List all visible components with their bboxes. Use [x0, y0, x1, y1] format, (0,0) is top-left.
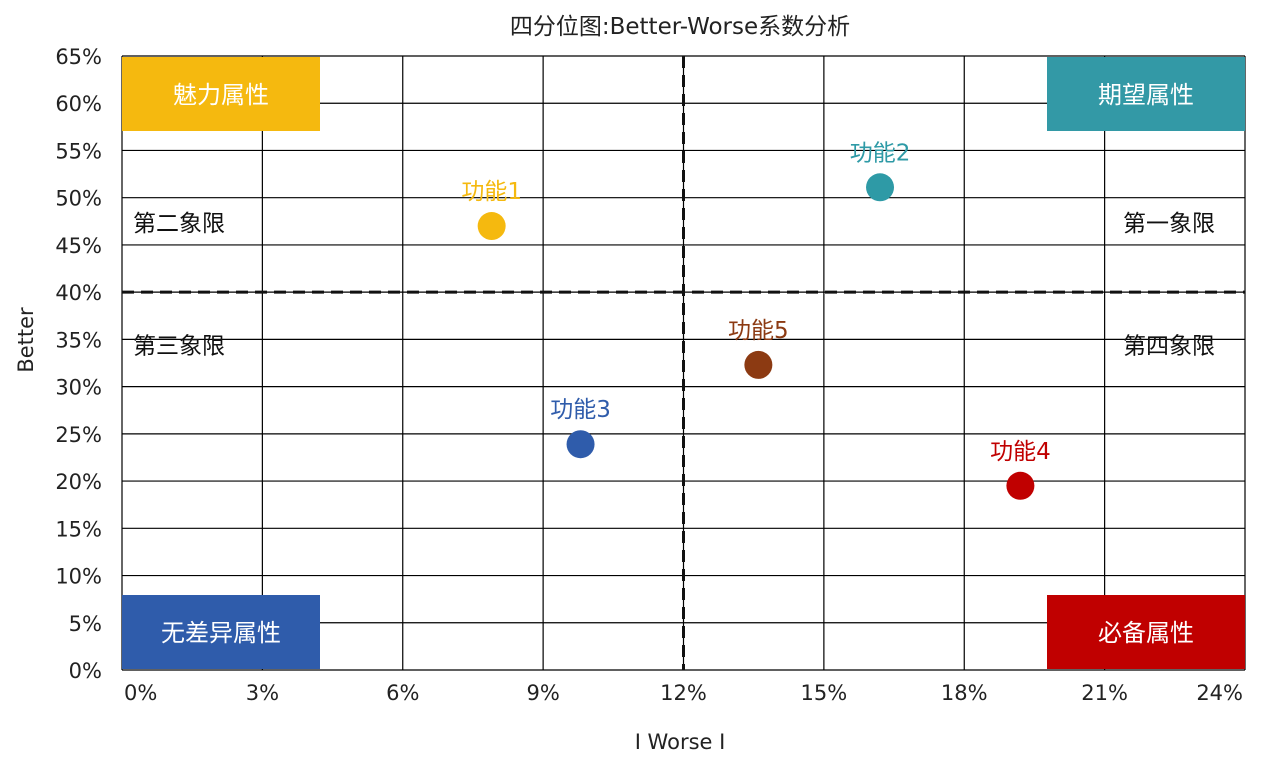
- y-tick-label: 35%: [55, 328, 102, 352]
- x-tick-label: 0%: [124, 681, 157, 705]
- x-tick-label: 12%: [660, 681, 707, 705]
- y-tick-label: 5%: [69, 612, 102, 636]
- chart-title: 四分位图:Better-Worse系数分析: [510, 14, 850, 40]
- axis-ticks: 0% 5% 10% 15% 20% 25% 30% 35% 40% 45% 50% 55% 60% 65%…: [55, 45, 1243, 705]
- x-tick-label: 3%: [246, 681, 279, 705]
- y-tick-label: 60%: [55, 92, 102, 116]
- y-tick-label: 30%: [55, 376, 102, 400]
- data-point: [866, 173, 895, 202]
- data-point-label: 功能5: [728, 318, 789, 344]
- data-point: [744, 350, 773, 379]
- data-points: 功能1 功能2 功能3 功能4 功能5: [461, 140, 1051, 500]
- corner-label-bottom-left: 无差异属性: [161, 619, 281, 647]
- y-axis-label: Better: [14, 307, 38, 373]
- y-tick-label: 15%: [55, 517, 102, 541]
- corner-box-top-left: [122, 57, 320, 131]
- corner-label-top-right: 期望属性: [1098, 81, 1194, 109]
- quadrant-4-label: 第四象限: [1123, 334, 1215, 360]
- data-point-label: 功能2: [850, 140, 911, 166]
- corner-label-top-left: 魅力属性: [173, 81, 269, 109]
- data-point-label: 功能3: [550, 397, 611, 423]
- x-tick-label: 21%: [1081, 681, 1128, 705]
- quadrant-2-label: 第二象限: [133, 211, 225, 237]
- y-tick-label: 0%: [69, 659, 102, 683]
- x-tick-label: 9%: [526, 681, 559, 705]
- corner-box-bottom-right: [1047, 595, 1245, 669]
- x-tick-label: 24%: [1196, 681, 1243, 705]
- x-axis-label: I Worse I: [635, 730, 726, 754]
- y-tick-label: 65%: [55, 45, 102, 69]
- x-tick-label: 15%: [801, 681, 848, 705]
- data-point: [477, 212, 506, 241]
- quadrant-3-label: 第三象限: [133, 334, 225, 360]
- reference-lines: [122, 56, 1245, 670]
- y-tick-label: 10%: [55, 565, 102, 589]
- data-point: [566, 430, 595, 459]
- data-point: [1006, 471, 1035, 500]
- data-point-label: 功能4: [990, 439, 1051, 465]
- y-tick-label: 45%: [55, 234, 102, 258]
- y-tick-label: 20%: [55, 470, 102, 494]
- quadrant-1-label: 第一象限: [1123, 211, 1215, 237]
- y-tick-label: 50%: [55, 187, 102, 211]
- corner-box-bottom-left: [122, 595, 320, 669]
- y-tick-label: 55%: [55, 139, 102, 163]
- x-tick-label: 6%: [386, 681, 419, 705]
- data-point-label: 功能1: [461, 179, 522, 205]
- corner-label-bottom-right: 必备属性: [1098, 619, 1194, 647]
- y-tick-label: 25%: [55, 423, 102, 447]
- corner-box-top-right: [1047, 57, 1245, 131]
- y-tick-label: 40%: [55, 281, 102, 305]
- x-tick-label: 18%: [941, 681, 988, 705]
